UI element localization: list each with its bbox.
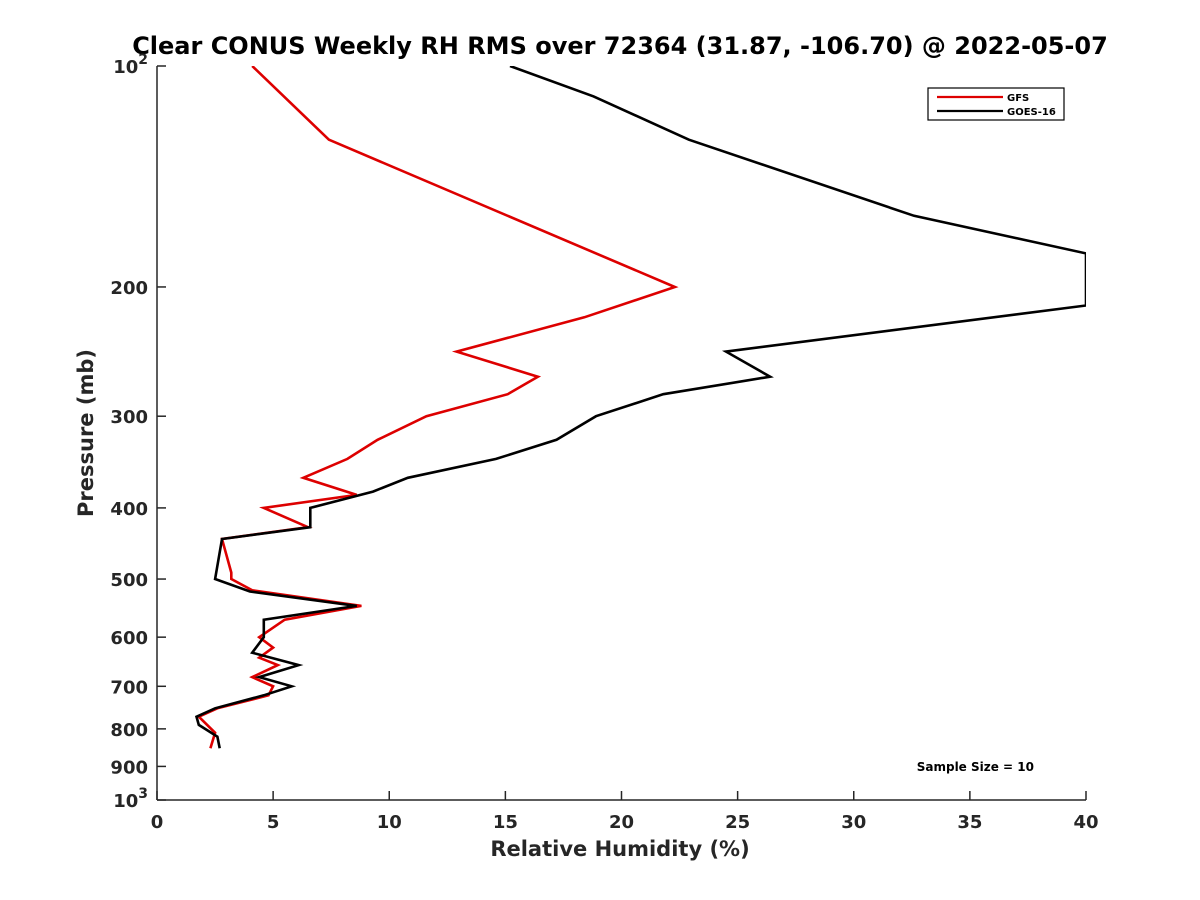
y-tick-label: 300 xyxy=(110,407,148,428)
y-tick-exponent: 2 xyxy=(138,52,148,68)
y-tick-base: 10 xyxy=(113,57,138,78)
y-tick-label: 900 xyxy=(110,757,148,778)
y-tick-label: 700 xyxy=(110,677,148,698)
legend-box xyxy=(927,87,1065,121)
legend-label: GFS xyxy=(1007,93,1029,104)
x-tick-label: 25 xyxy=(725,812,750,833)
series-goes-16 xyxy=(194,66,1086,749)
x-tick-label: 20 xyxy=(609,812,634,833)
y-tick-label: 600 xyxy=(110,628,148,649)
x-tick-label: 40 xyxy=(1073,812,1098,833)
x-tick-label: 5 xyxy=(267,812,280,833)
y-tick-label: 500 xyxy=(110,570,148,591)
series-gfs xyxy=(196,66,679,749)
x-tick-label: 30 xyxy=(841,812,866,833)
y-tick-label: 102 xyxy=(113,52,148,78)
y-tick-label: 400 xyxy=(110,499,148,520)
y-tick-exponent: 3 xyxy=(138,786,148,802)
x-tick-label: 15 xyxy=(493,812,518,833)
y-tick-label: 800 xyxy=(110,720,148,741)
sample-size-annotation: Sample Size = 10 xyxy=(917,760,1034,774)
y-axis-label: Pressure (mb) xyxy=(74,349,98,517)
plot-frame xyxy=(156,66,1086,801)
y-tick-base: 10 xyxy=(113,791,138,812)
legend: GFS GOES-16 xyxy=(927,87,1065,121)
x-axis-label: Relative Humidity (%) xyxy=(490,837,749,861)
series-line-goes-16 xyxy=(194,66,1086,749)
x-tick-label: 10 xyxy=(377,812,402,833)
series-line-gfs xyxy=(196,66,679,749)
y-tick-label: 200 xyxy=(110,278,148,299)
x-tick-label: 35 xyxy=(957,812,982,833)
chart-title: Clear CONUS Weekly RH RMS over 72364 (31… xyxy=(132,32,1108,60)
series-layer xyxy=(194,66,1086,749)
y-tick-label: 103 xyxy=(113,786,148,812)
x-axis-ticks: 0 5 10 15 20 25 30 35 40 xyxy=(151,791,1099,833)
legend-label: GOES-16 xyxy=(1007,107,1056,118)
x-tick-label: 0 xyxy=(151,812,164,833)
